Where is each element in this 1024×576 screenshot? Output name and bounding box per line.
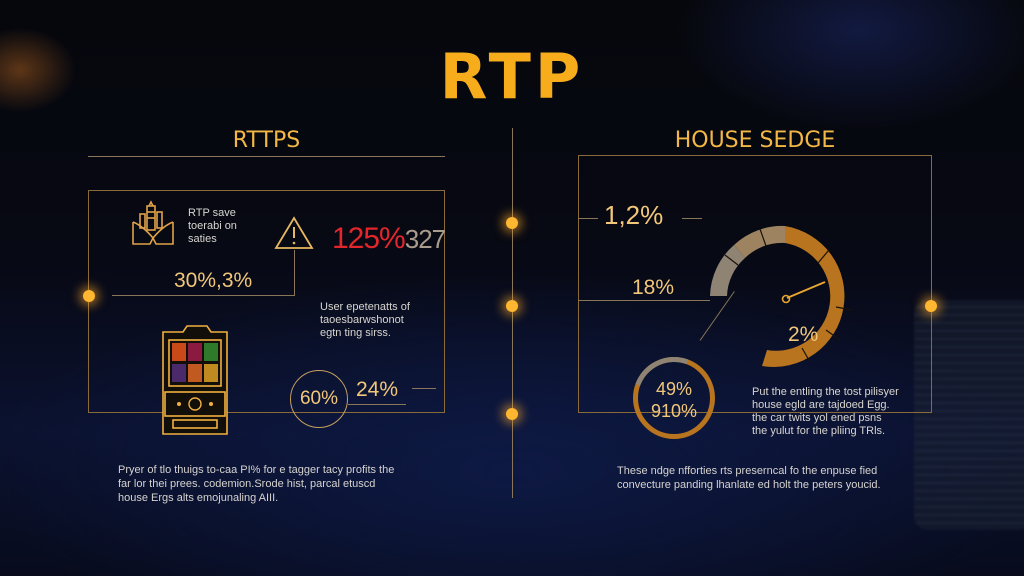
left-panel-dot xyxy=(83,290,95,302)
center-divider xyxy=(512,128,513,498)
timeline-dot xyxy=(506,300,518,312)
right-panel-box xyxy=(578,155,932,413)
page-title: RTP xyxy=(439,40,585,113)
gauge-left-label: 18% xyxy=(632,276,675,299)
bracket-stat: 30%,3% xyxy=(174,269,253,292)
timeline-dot xyxy=(506,217,518,229)
poker-chips-backdrop xyxy=(914,300,1024,530)
connector-line xyxy=(412,388,436,389)
left-footer-text: Pryer of tlo thuigs to-caa PI% for e tag… xyxy=(118,464,395,504)
connector-line xyxy=(578,218,598,219)
slot-machine-icon xyxy=(162,325,228,435)
timeline-dot xyxy=(506,408,518,420)
big-stat: 125%327 xyxy=(332,222,446,255)
right-panel-title: HOUSE SEDGE xyxy=(674,128,836,153)
right-footer-text: These ndge nfforties rts preserncal fo t… xyxy=(617,465,881,491)
right-panel-dot xyxy=(925,300,937,312)
warning-icon xyxy=(274,216,314,249)
right-note: Put the entling the tost pilisyer house … xyxy=(752,386,899,437)
gauge-inner-label: 2% xyxy=(788,323,819,346)
icon-caption: RTP save toerabi on saties xyxy=(188,207,237,245)
ring-labels: 49% 910% xyxy=(650,379,698,421)
connector-line xyxy=(294,250,295,295)
ring-chart xyxy=(633,357,715,439)
connector-line xyxy=(682,218,702,219)
connector-line xyxy=(578,300,710,301)
left-panel-title: RTTPS xyxy=(232,128,301,153)
connector-line xyxy=(112,295,295,296)
side-stat: 24% xyxy=(356,378,399,401)
percent-circle: 60% xyxy=(290,370,348,428)
connector-line xyxy=(348,404,406,405)
hands-buildings-icon xyxy=(132,200,174,245)
left-note: User epetenatts of taoesbarwshonot egtn … xyxy=(320,301,410,339)
left-title-underline xyxy=(88,156,445,157)
gauge-top-label: 1,2% xyxy=(604,200,664,230)
house-edge-gauge xyxy=(710,225,853,367)
